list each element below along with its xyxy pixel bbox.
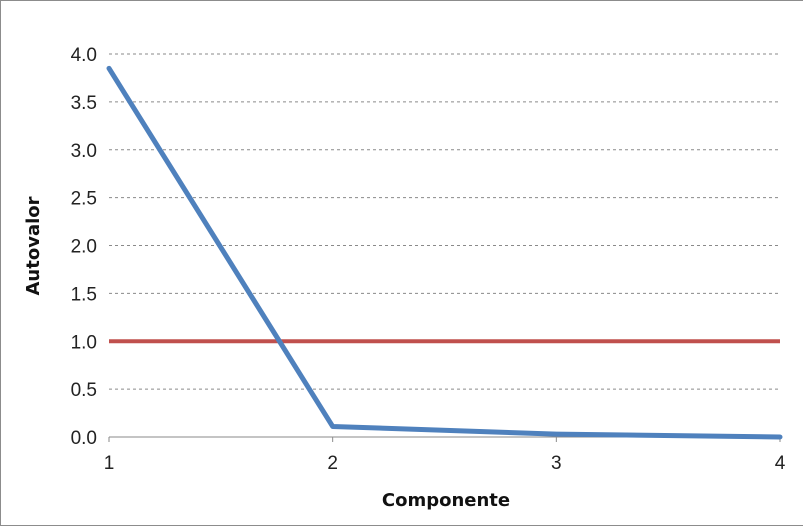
y-tick-label: 1.5 bbox=[71, 284, 97, 305]
series-group bbox=[109, 68, 780, 437]
grid-lines bbox=[109, 54, 780, 389]
y-axis-title: Autovalor bbox=[23, 196, 44, 295]
y-tick-label: 3.5 bbox=[71, 93, 97, 114]
y-tick-label: 0.5 bbox=[71, 380, 97, 401]
y-tick-label: 3.0 bbox=[71, 141, 97, 162]
series-line bbox=[109, 68, 780, 437]
y-tick-label: 0.0 bbox=[71, 428, 97, 449]
y-tick-label: 4.0 bbox=[71, 45, 97, 66]
y-tick-label: 2.0 bbox=[71, 237, 97, 258]
y-tick-labels: 0.0 0.5 1.0 1.5 2.0 2.5 3.0 3.5 4.0 bbox=[71, 45, 97, 449]
x-tick-label: 1 bbox=[104, 453, 115, 474]
x-tick-label: 2 bbox=[327, 453, 338, 474]
y-tick-label: 1.0 bbox=[71, 332, 97, 353]
x-tick-label: 4 bbox=[775, 453, 786, 474]
x-tick-label: 3 bbox=[551, 453, 562, 474]
x-tick-labels: 1 2 3 4 bbox=[104, 437, 786, 474]
y-tick-label: 2.5 bbox=[71, 189, 97, 210]
x-axis-title: Componente bbox=[382, 490, 510, 511]
